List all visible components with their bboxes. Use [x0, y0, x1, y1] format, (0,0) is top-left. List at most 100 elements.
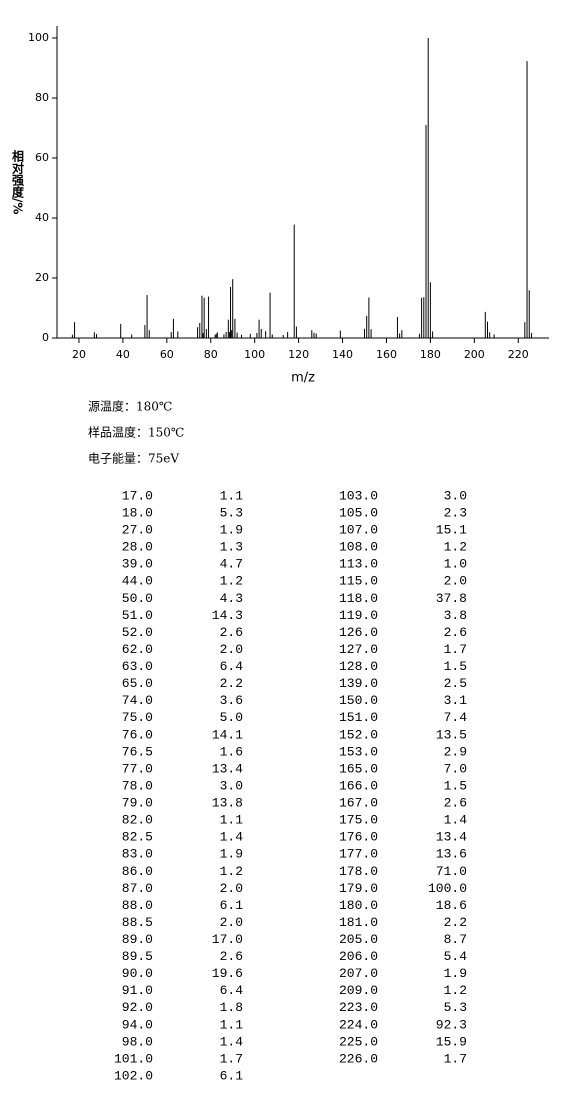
mz-cell: 89.5: [122, 949, 153, 964]
mz-cell: 207.0: [339, 966, 378, 981]
mz-cell: 78.0: [122, 778, 153, 793]
mz-cell: 105.0: [339, 505, 378, 520]
mz-cell: 87.0: [122, 881, 153, 896]
y-tick-label: 20: [35, 271, 49, 284]
intensity-cell: 2.6: [444, 625, 467, 640]
mz-cell: 224.0: [339, 1017, 378, 1032]
intensity-cell: 1.4: [220, 1034, 244, 1049]
mz-cell: 82.5: [122, 830, 153, 845]
mz-cell: 101.0: [114, 1051, 153, 1066]
intensity-cell: 1.1: [220, 488, 244, 503]
y-axis-label: 相对强度/%: [11, 149, 25, 215]
intensity-cell: 2.9: [444, 744, 467, 759]
mz-cell: 127.0: [339, 642, 378, 657]
mz-cell: 79.0: [122, 796, 153, 811]
mz-cell: 39.0: [122, 557, 153, 572]
intensity-cell: 2.0: [220, 881, 243, 896]
mz-cell: 179.0: [339, 881, 378, 896]
intensity-cell: 13.5: [436, 727, 467, 742]
intensity-cell: 1.7: [444, 642, 467, 657]
intensity-cell: 6.4: [220, 659, 244, 674]
intensity-cell: 2.0: [220, 915, 243, 930]
intensity-cell: 3.8: [444, 608, 467, 623]
intensity-cell: 100.0: [428, 881, 467, 896]
intensity-cell: 1.2: [220, 574, 243, 589]
intensity-cell: 15.9: [436, 1034, 467, 1049]
info-line: 样品温度：150℃: [88, 425, 184, 440]
x-tick-label: 40: [116, 348, 130, 361]
mz-cell: 119.0: [339, 608, 378, 623]
x-tick-label: 200: [464, 348, 485, 361]
mz-cell: 82.0: [122, 813, 153, 828]
intensity-cell: 1.7: [444, 1051, 467, 1066]
intensity-cell: 7.4: [444, 710, 468, 725]
y-tick-label: 80: [35, 91, 49, 104]
intensity-cell: 19.6: [212, 966, 243, 981]
mz-cell: 150.0: [339, 693, 378, 708]
intensity-cell: 2.6: [220, 949, 243, 964]
intensity-cell: 3.1: [444, 693, 468, 708]
intensity-cell: 1.2: [220, 864, 243, 879]
x-tick-label: 160: [376, 348, 397, 361]
mz-cell: 180.0: [339, 898, 378, 913]
mz-cell: 76.5: [122, 744, 153, 759]
intensity-cell: 1.1: [220, 813, 244, 828]
y-tick-label: 60: [35, 151, 49, 164]
mz-cell: 94.0: [122, 1017, 153, 1032]
mz-cell: 181.0: [339, 915, 378, 930]
mz-cell: 89.0: [122, 932, 153, 947]
mz-cell: 65.0: [122, 676, 153, 691]
intensity-cell: 13.8: [212, 796, 243, 811]
intensity-cell: 2.2: [444, 915, 467, 930]
mz-cell: 74.0: [122, 693, 153, 708]
x-axis-label: m/z: [291, 371, 315, 386]
mz-cell: 44.0: [122, 574, 153, 589]
y-tick-label: 100: [28, 31, 49, 44]
mz-cell: 178.0: [339, 864, 378, 879]
x-tick-label: 60: [160, 348, 174, 361]
intensity-cell: 2.6: [220, 625, 243, 640]
intensity-cell: 3.6: [220, 693, 243, 708]
mz-cell: 62.0: [122, 642, 153, 657]
x-tick-label: 120: [288, 348, 309, 361]
mz-cell: 151.0: [339, 710, 378, 725]
mz-cell: 102.0: [114, 1068, 153, 1083]
intensity-cell: 15.1: [436, 523, 467, 538]
mz-cell: 209.0: [339, 983, 378, 998]
mz-cell: 52.0: [122, 625, 153, 640]
intensity-cell: 3.0: [444, 488, 467, 503]
intensity-cell: 2.3: [444, 505, 467, 520]
intensity-cell: 2.5: [444, 676, 467, 691]
intensity-cell: 5.3: [220, 505, 243, 520]
intensity-cell: 1.9: [220, 523, 243, 538]
intensity-cell: 6.1: [220, 898, 244, 913]
intensity-cell: 2.2: [220, 676, 243, 691]
mz-cell: 139.0: [339, 676, 378, 691]
mz-cell: 86.0: [122, 864, 153, 879]
mz-cell: 88.0: [122, 898, 153, 913]
mz-cell: 176.0: [339, 830, 378, 845]
mz-cell: 166.0: [339, 778, 378, 793]
mz-cell: 17.0: [122, 488, 153, 503]
info-line: 电子能量：75eV: [88, 452, 179, 466]
mz-cell: 103.0: [339, 488, 378, 503]
x-tick-label: 100: [244, 348, 265, 361]
y-tick-label: 0: [42, 331, 49, 344]
mz-cell: 152.0: [339, 727, 378, 742]
mz-cell: 126.0: [339, 625, 378, 640]
mz-cell: 107.0: [339, 523, 378, 538]
mz-cell: 108.0: [339, 540, 378, 555]
x-tick-label: 20: [72, 348, 86, 361]
mz-cell: 177.0: [339, 847, 378, 862]
mz-cell: 88.5: [122, 915, 153, 930]
intensity-cell: 1.7: [220, 1051, 243, 1066]
mz-cell: 28.0: [122, 540, 153, 555]
intensity-cell: 2.0: [444, 574, 467, 589]
intensity-cell: 14.1: [212, 727, 243, 742]
y-tick-label: 40: [35, 211, 49, 224]
intensity-cell: 1.5: [444, 778, 467, 793]
intensity-cell: 1.5: [444, 659, 467, 674]
intensity-cell: 8.7: [444, 932, 467, 947]
intensity-cell: 2.0: [220, 642, 243, 657]
mz-cell: 98.0: [122, 1034, 153, 1049]
